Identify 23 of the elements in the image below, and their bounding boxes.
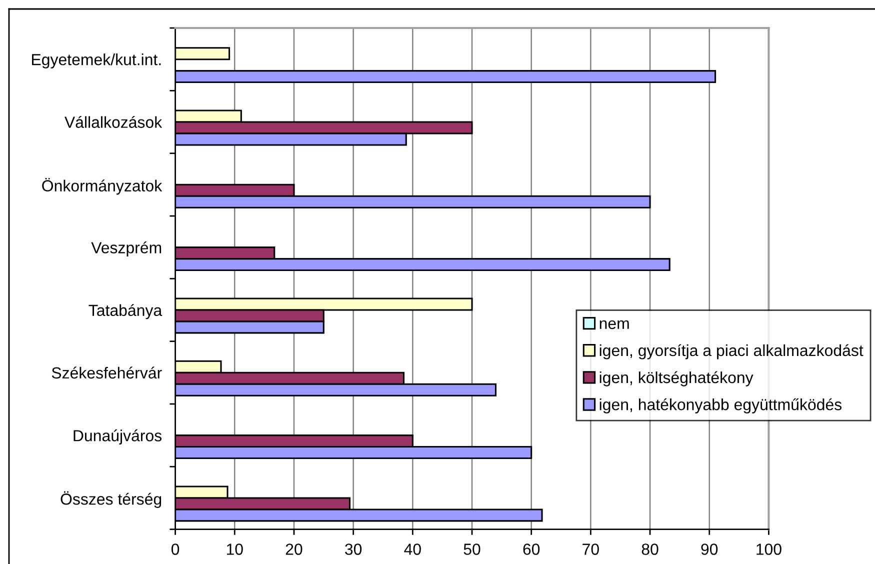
x-tick-label: 100 xyxy=(756,544,782,555)
x-tick-label: 30 xyxy=(345,544,362,555)
y-tick-label: Vállalkozások xyxy=(64,116,162,128)
legend-label: nem xyxy=(600,320,629,330)
x-tick-label: 40 xyxy=(404,544,421,555)
legend-label: igen, gyorsítja a piaci alkalmazkodást xyxy=(600,344,864,360)
y-tick-label: Veszprém xyxy=(91,241,162,257)
x-tick-label: 0 xyxy=(171,544,180,555)
y-tick-label: Összes térség xyxy=(60,491,162,508)
x-tick-label: 60 xyxy=(523,544,540,555)
y-tick-label: Egyetemek/kut.int. xyxy=(32,54,161,68)
y-tick-label: Önkormányzatok xyxy=(42,178,162,195)
x-tick-label: 50 xyxy=(464,544,480,555)
legend-label: igen, költséghatékony xyxy=(600,371,754,386)
y-tick-label: Dunaújváros xyxy=(74,429,162,444)
y-tick-label: Székesfehérvár xyxy=(52,366,162,379)
x-tick-label: 70 xyxy=(582,544,599,555)
x-tick-label: 10 xyxy=(226,544,243,555)
x-tick-label: 80 xyxy=(642,544,658,555)
legend-label: igen, hatékonyabb együttműködés xyxy=(600,398,842,414)
y-tick-label: Tatabánya xyxy=(88,304,162,320)
x-tick-label: 90 xyxy=(701,544,718,555)
x-tick-label: 20 xyxy=(286,544,302,555)
